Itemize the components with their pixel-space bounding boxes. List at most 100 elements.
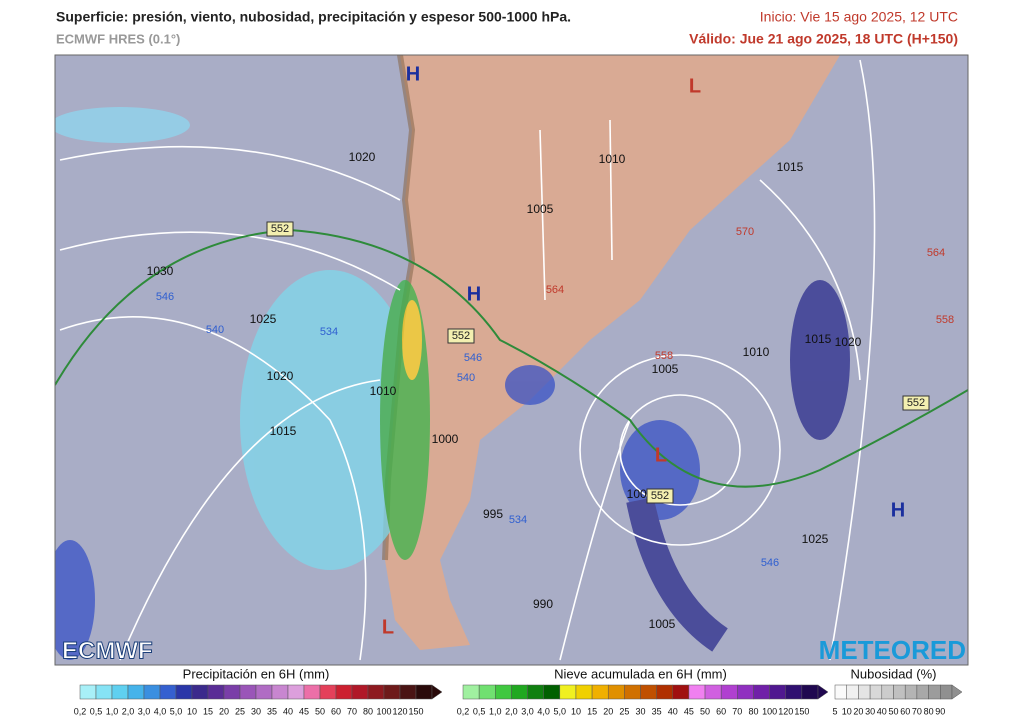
legend-label: 40 (668, 706, 678, 716)
legend-label: 0,5 (90, 706, 103, 716)
legend-label: 4,0 (154, 706, 167, 716)
thickness-box (902, 395, 930, 411)
legend-swatch (239, 684, 257, 700)
legend-label: 0,2 (457, 706, 470, 716)
legend-swatch (335, 684, 353, 700)
legend-swatch (575, 684, 593, 700)
legend-label: 30 (635, 706, 645, 716)
legend-swatch (916, 684, 929, 700)
logo-left: ECMWF (62, 637, 153, 664)
legend-swatch (478, 684, 496, 700)
map: HLHLHL1020103010251020101510101005101010… (55, 55, 968, 665)
isobar-label: 1010 (370, 384, 397, 398)
land (385, 55, 840, 650)
legend-label: 3,0 (521, 706, 534, 716)
legend-label: 30 (251, 706, 261, 716)
legend-label: 50 (315, 706, 325, 716)
legend-swatch (801, 684, 819, 700)
isobar-label: 1020 (267, 369, 294, 383)
map-frame (54, 54, 969, 666)
thickness-label: 564 (927, 247, 945, 259)
legend-swatch (399, 684, 417, 700)
legend-label: 50 (888, 706, 898, 716)
legend-arrow (431, 684, 443, 700)
isobar-label: 1000 (432, 432, 459, 446)
legend-label: 45 (299, 706, 309, 716)
legend-label: 35 (652, 706, 662, 716)
thickness-label: 564 (546, 284, 564, 296)
isobar-label: 1030 (147, 264, 174, 278)
legend-label: 150 (794, 706, 809, 716)
legend-swatch (720, 684, 738, 700)
isobar-label: 1005 (649, 617, 676, 631)
pressure-center: L (689, 75, 701, 97)
thickness-label: 552 (907, 397, 925, 409)
pressure-center: H (406, 63, 420, 85)
legend-label: 30 (865, 706, 875, 716)
legend-label: 120 (392, 706, 407, 716)
thickness-label: 534 (509, 514, 527, 526)
legend-label: 50 (700, 706, 710, 716)
legend-label: 4,0 (537, 706, 550, 716)
legend-swatch (869, 684, 883, 700)
isobar-label: 1005 (652, 362, 679, 376)
init-time: Inicio: Vie 15 ago 2025, 12 UTC (760, 9, 958, 25)
legend-title: Precipitación en 6H (mm) (183, 666, 330, 681)
legend-swatch (559, 684, 577, 700)
legend-swatch (688, 684, 706, 700)
legend-swatch (191, 684, 209, 700)
isobar-label: 1015 (805, 332, 832, 346)
thickness-label: 558 (936, 314, 954, 326)
legend-label: 5,0 (554, 706, 567, 716)
legend-label: 45 (684, 706, 694, 716)
thickness-label: 546 (761, 557, 779, 569)
legend-label: 5 (832, 706, 837, 716)
legend-swatch (591, 684, 609, 700)
thickness-label: 540 (206, 324, 224, 336)
legend-label: 150 (408, 706, 423, 716)
legend-label: 40 (283, 706, 293, 716)
legend-label: 25 (619, 706, 629, 716)
legend-swatch (737, 684, 754, 700)
thickness-box (266, 221, 294, 237)
thickness-label: 558 (655, 350, 673, 362)
logo-right: METEORED (819, 635, 966, 665)
legend-swatch (223, 684, 241, 700)
legend-swatch (846, 684, 859, 700)
isobar-label: 1015 (270, 424, 297, 438)
isobars (59, 59, 876, 661)
thickness-label: 534 (320, 326, 338, 338)
legend-label: 70 (912, 706, 922, 716)
thickness-552 (55, 228, 968, 488)
legend-label: 25 (235, 706, 245, 716)
legend-swatch (111, 684, 129, 700)
legend-swatch (543, 684, 561, 700)
legend-swatch (624, 684, 641, 700)
thickness-label: 546 (156, 291, 174, 303)
legend-swatch (495, 684, 512, 700)
legend-arrow (951, 684, 963, 700)
legend-swatch (79, 684, 97, 700)
legend-label: 20 (219, 706, 229, 716)
legend-swatch (672, 684, 690, 700)
thickness-label: 552 (452, 330, 470, 342)
legend-label: 20 (853, 706, 863, 716)
legend-label: 60 (331, 706, 341, 716)
legend-title: Nubosidad (%) (851, 666, 937, 681)
legend-swatch (704, 684, 722, 700)
legend-swatch (255, 684, 273, 700)
valid-time: Válido: Jue 21 ago 2025, 18 UTC (H+150) (689, 31, 958, 47)
isobar-label: 1010 (599, 152, 626, 166)
legend-swatch (511, 684, 528, 700)
legend-swatch (143, 684, 161, 700)
legend-label: 5,0 (170, 706, 183, 716)
legend-label: 100 (762, 706, 777, 716)
isobar-label: 995 (483, 507, 503, 521)
model: ECMWF HRES (0.1°) (56, 31, 180, 46)
legend-label: 10 (187, 706, 197, 716)
legend-swatch (462, 684, 480, 700)
legend-label: 80 (363, 706, 373, 716)
legend-swatch (881, 684, 894, 700)
